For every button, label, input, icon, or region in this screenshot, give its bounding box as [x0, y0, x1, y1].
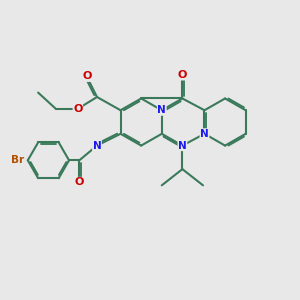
Text: O: O	[178, 70, 187, 80]
Text: N: N	[158, 105, 166, 115]
Text: N: N	[93, 141, 101, 151]
Text: N: N	[178, 141, 187, 151]
Text: O: O	[82, 71, 92, 81]
Text: O: O	[75, 177, 84, 188]
Text: N: N	[200, 129, 209, 139]
Text: Br: Br	[11, 155, 24, 165]
Text: O: O	[73, 104, 83, 114]
